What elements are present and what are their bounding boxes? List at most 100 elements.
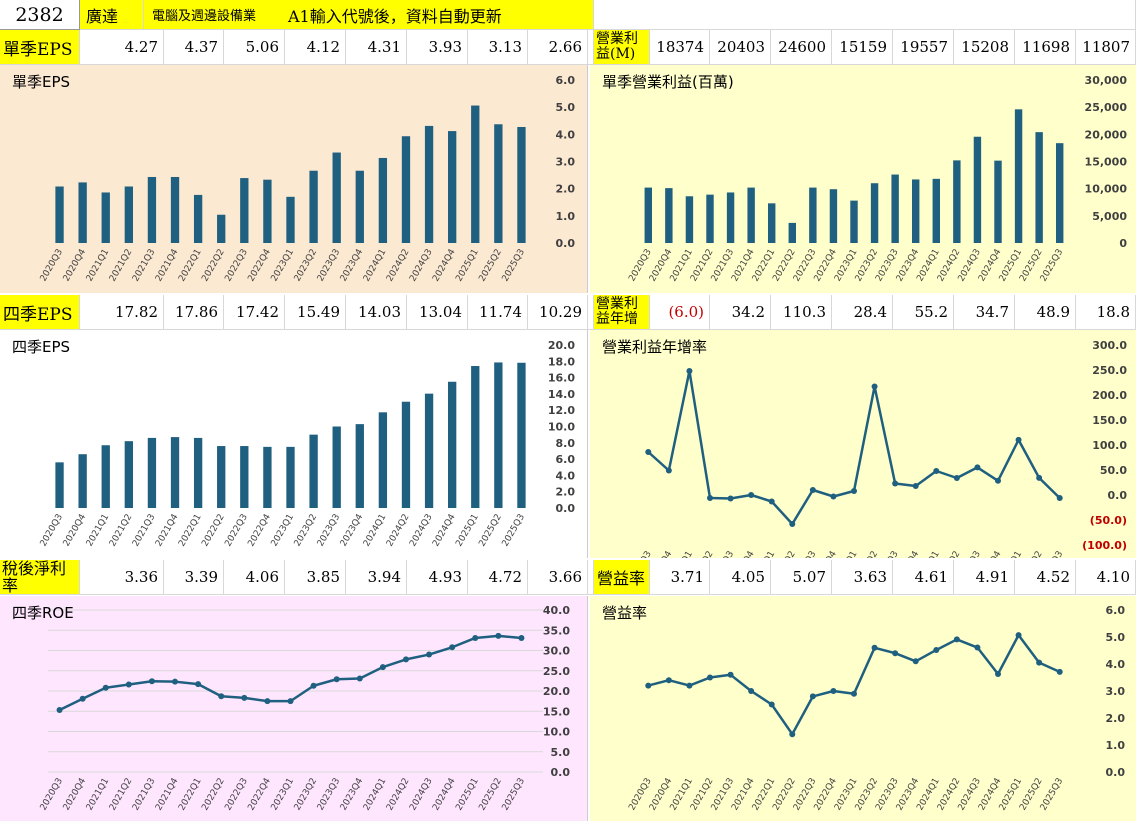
bar — [424, 393, 434, 508]
value-cell: (6.0) — [650, 295, 710, 330]
bar — [829, 189, 838, 243]
data-point — [892, 480, 899, 487]
bar — [1056, 143, 1064, 243]
y-tick-label: 4.0 — [1106, 658, 1126, 671]
series-line — [647, 369, 1061, 526]
bar — [788, 222, 796, 243]
data-point — [974, 644, 981, 651]
y-tick-label: 250.0 — [1092, 364, 1127, 377]
chart-title: 營益率 — [602, 604, 648, 622]
data-point — [707, 495, 713, 501]
y-tick-label: 1.0 — [556, 210, 576, 223]
data-point — [686, 368, 693, 374]
y-tick-label: 30.0 — [543, 645, 570, 658]
bar — [953, 160, 961, 243]
bar — [973, 136, 982, 243]
data-point — [995, 670, 1001, 677]
y-tick-label: 150.0 — [1092, 414, 1127, 427]
data-point — [56, 707, 63, 714]
data-point — [789, 731, 796, 738]
data-point — [953, 636, 960, 643]
bar — [685, 196, 694, 243]
data-point — [195, 681, 202, 688]
data-point — [809, 487, 816, 493]
data-point — [892, 650, 899, 657]
bar — [55, 462, 64, 508]
y-tick-label: 3.0 — [556, 156, 576, 169]
bar — [240, 178, 249, 243]
value-cell: 4.10 — [1076, 560, 1136, 595]
y-tick-label: 200.0 — [1092, 389, 1127, 402]
data-point — [125, 681, 132, 688]
data-point — [665, 467, 672, 474]
value-cell: 4.91 — [954, 560, 1015, 595]
data-point — [379, 664, 386, 671]
y-tick-label: 10.0 — [548, 421, 575, 434]
value-cell: 4.05 — [710, 560, 771, 595]
data-point — [172, 678, 179, 685]
y-tick-label: 15,000 — [1085, 156, 1128, 169]
chart-svg: 0.0 2.0 4.0 6.0 8.0 10.0 12.0 14.0 16.0 18.0 20.0 2… — [39, 339, 576, 548]
data-point — [933, 468, 940, 474]
bar — [471, 105, 480, 243]
y-tick-label: 0.0 — [551, 766, 571, 779]
bar — [240, 446, 249, 508]
data-point — [356, 675, 363, 682]
y-tick-label: 100.0 — [1092, 439, 1127, 452]
row-label: 營業利益(M) — [594, 30, 650, 65]
bar — [263, 446, 272, 508]
value-cell: 34.2 — [710, 295, 771, 330]
y-tick-label: 2.0 — [556, 183, 576, 196]
value-cell: 3.63 — [832, 560, 893, 595]
bar — [170, 437, 180, 508]
value-cell: 10.29 — [528, 295, 588, 330]
data-point — [789, 521, 796, 527]
chart-operating-margin: 0.0 1.0 2.0 3.0 4.0 5.0 6.0 2020Q3 2020Q4 2021Q1 2… — [590, 596, 1136, 821]
data-point — [748, 492, 755, 498]
data-point — [1056, 668, 1063, 675]
bar — [706, 194, 714, 243]
value-cell: 110.3 — [771, 295, 832, 330]
value-cell: 5.06 — [224, 30, 285, 65]
y-tick-label: 20.0 — [543, 685, 570, 698]
data-point — [472, 634, 479, 641]
row-separator — [588, 560, 594, 595]
value-cell: 5.07 — [771, 560, 832, 595]
value-cell: 15.49 — [285, 295, 346, 330]
bar — [870, 183, 879, 243]
data-point — [218, 693, 225, 700]
value-cell: 4.61 — [893, 560, 954, 595]
y-tick-label: 6.0 — [556, 453, 576, 466]
bar — [809, 187, 817, 243]
value-cell: 15208 — [954, 30, 1015, 65]
company-name: 廣達 — [80, 0, 144, 30]
bar — [850, 200, 858, 243]
data-point — [1015, 632, 1022, 639]
x-tick-label: 2025Q3 — [501, 248, 528, 284]
data-point — [495, 632, 502, 639]
value-cell: 48.9 — [1015, 295, 1076, 330]
bar — [78, 454, 87, 508]
value-cell: 13.04 — [407, 295, 468, 330]
data-point — [974, 464, 981, 471]
bar — [355, 170, 364, 243]
bar — [644, 187, 652, 243]
bar — [286, 446, 295, 508]
value-cell: 4.93 — [407, 560, 468, 595]
series-line — [647, 633, 1061, 736]
data-point — [148, 678, 155, 685]
y-tick-label: 5,000 — [1092, 210, 1127, 223]
data-point — [953, 475, 960, 481]
data-point — [241, 694, 248, 701]
industry-label: 電腦及週邊設備業 — [144, 0, 284, 30]
y-tick-label: 3.0 — [1106, 685, 1126, 698]
bar — [263, 179, 272, 243]
chart-quarterly-eps: 0.0 1.0 2.0 3.0 4.0 5.0 6.0 2020Q3 2020Q4 2021Q1 2… — [0, 65, 588, 293]
row-label: 營業利益年增 — [594, 295, 650, 330]
chart-four-quarter-eps: 0.0 2.0 4.0 6.0 8.0 10.0 12.0 14.0 16.0 18.0 20.0 2… — [0, 330, 588, 558]
data-point — [851, 690, 857, 697]
y-tick-label: 8.0 — [556, 437, 576, 450]
data-point — [686, 682, 693, 689]
header-blank — [594, 0, 1136, 30]
bar — [912, 179, 920, 243]
